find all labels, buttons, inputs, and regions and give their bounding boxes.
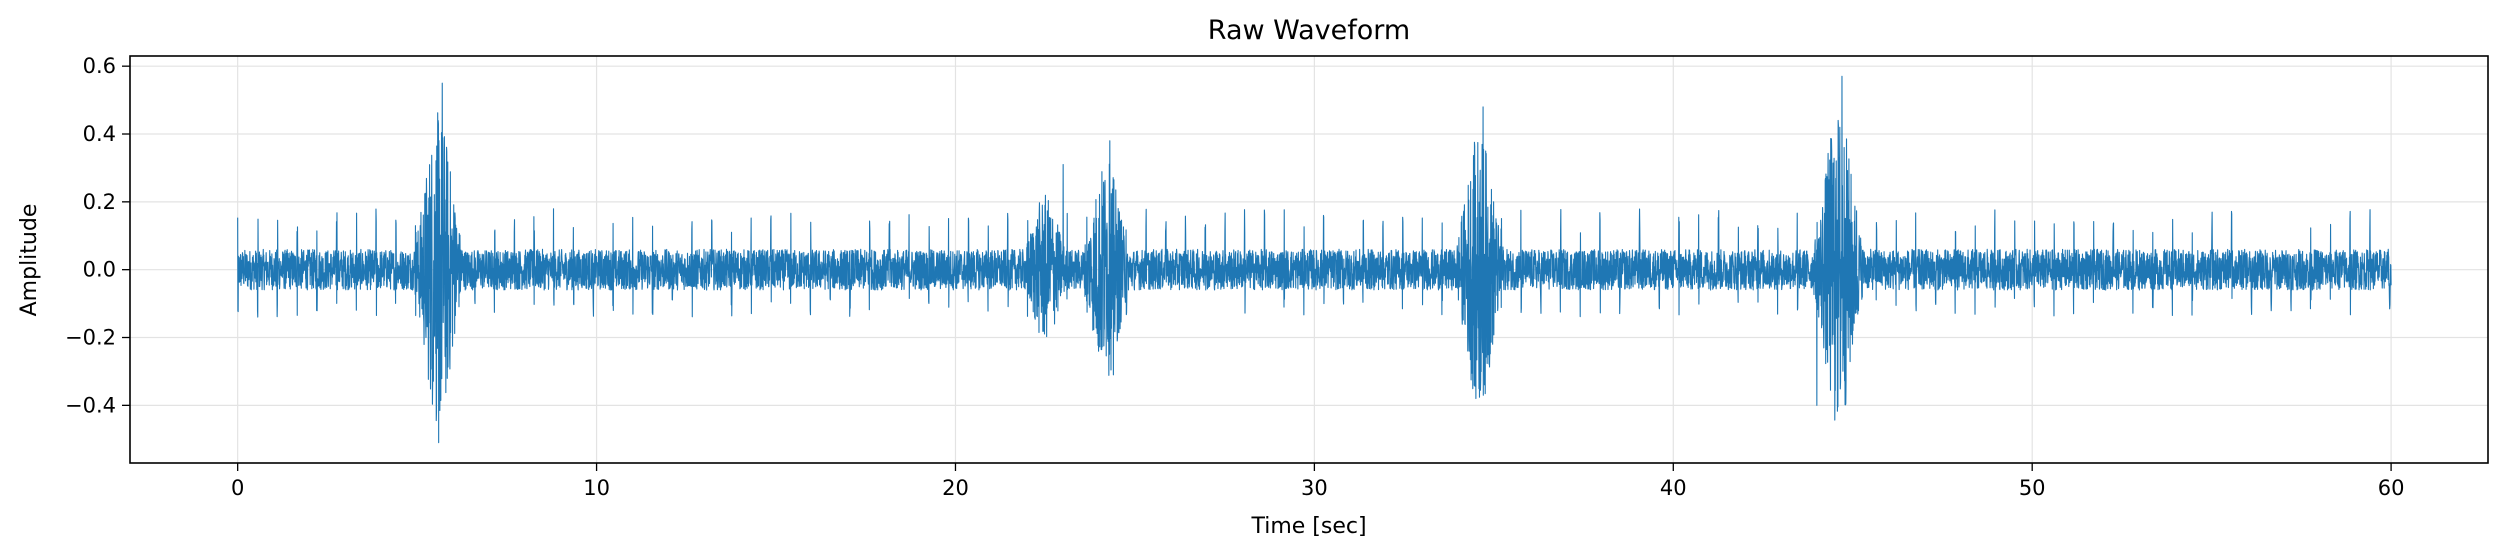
waveform-series bbox=[237, 75, 2392, 444]
y-axis-label: Amplitude bbox=[17, 204, 42, 317]
y-tick-label: 0.2 bbox=[83, 190, 116, 214]
x-tick-label: 10 bbox=[583, 476, 610, 500]
chart-title: Raw Waveform bbox=[1208, 15, 1410, 46]
x-tick-label: 40 bbox=[1660, 476, 1687, 500]
x-tick-label: 60 bbox=[2378, 476, 2405, 500]
y-tick-label: 0.6 bbox=[83, 54, 116, 78]
plot-frame bbox=[129, 55, 2489, 464]
y-tick-label: 0.0 bbox=[83, 258, 116, 282]
y-tick-label: −0.4 bbox=[65, 393, 116, 417]
x-tick-label: 30 bbox=[1301, 476, 1328, 500]
y-tick-label: 0.4 bbox=[83, 122, 116, 146]
x-tick-label: 20 bbox=[942, 476, 969, 500]
y-tick-label: −0.2 bbox=[65, 326, 116, 350]
x-tick-label: 50 bbox=[2019, 476, 2046, 500]
x-axis-label: Time [sec] bbox=[1250, 514, 1366, 539]
x-tick-label: 0 bbox=[231, 476, 244, 500]
waveform-line bbox=[237, 75, 2392, 444]
x-axis-ticks: 0 10 20 30 40 50 60 bbox=[231, 463, 2404, 500]
y-axis-ticks: −0.4 −0.2 0.0 0.2 0.4 0.6 bbox=[65, 54, 130, 417]
